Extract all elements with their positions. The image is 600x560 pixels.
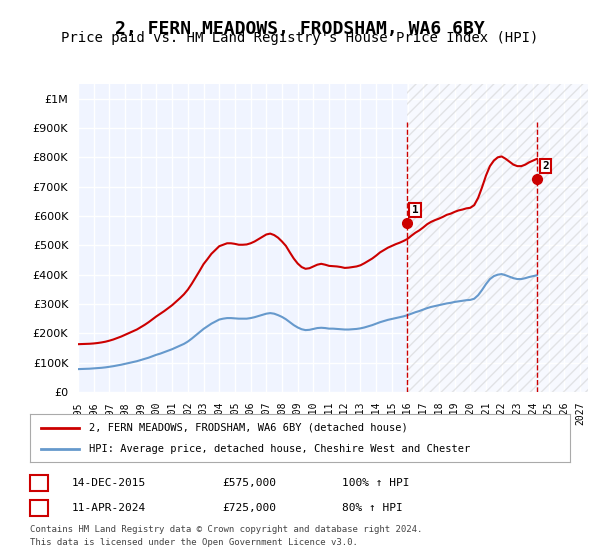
Text: 80% ↑ HPI: 80% ↑ HPI (342, 503, 403, 513)
Text: 100% ↑ HPI: 100% ↑ HPI (342, 478, 409, 488)
Text: 2: 2 (542, 161, 549, 171)
Text: £575,000: £575,000 (222, 478, 276, 488)
Text: 1: 1 (412, 205, 418, 215)
Text: 14-DEC-2015: 14-DEC-2015 (72, 478, 146, 488)
Text: 1: 1 (35, 478, 43, 488)
Text: Contains HM Land Registry data © Crown copyright and database right 2024.: Contains HM Land Registry data © Crown c… (30, 525, 422, 534)
Text: £725,000: £725,000 (222, 503, 276, 513)
Text: 11-APR-2024: 11-APR-2024 (72, 503, 146, 513)
Text: 2: 2 (35, 503, 43, 513)
Text: HPI: Average price, detached house, Cheshire West and Chester: HPI: Average price, detached house, Ches… (89, 444, 470, 454)
Bar (407, 84, 588, 392)
Text: 2, FERN MEADOWS, FRODSHAM, WA6 6BY: 2, FERN MEADOWS, FRODSHAM, WA6 6BY (115, 20, 485, 38)
Text: This data is licensed under the Open Government Licence v3.0.: This data is licensed under the Open Gov… (30, 538, 358, 547)
Text: Price paid vs. HM Land Registry's House Price Index (HPI): Price paid vs. HM Land Registry's House … (61, 31, 539, 45)
Text: 2, FERN MEADOWS, FRODSHAM, WA6 6BY (detached house): 2, FERN MEADOWS, FRODSHAM, WA6 6BY (deta… (89, 423, 408, 433)
